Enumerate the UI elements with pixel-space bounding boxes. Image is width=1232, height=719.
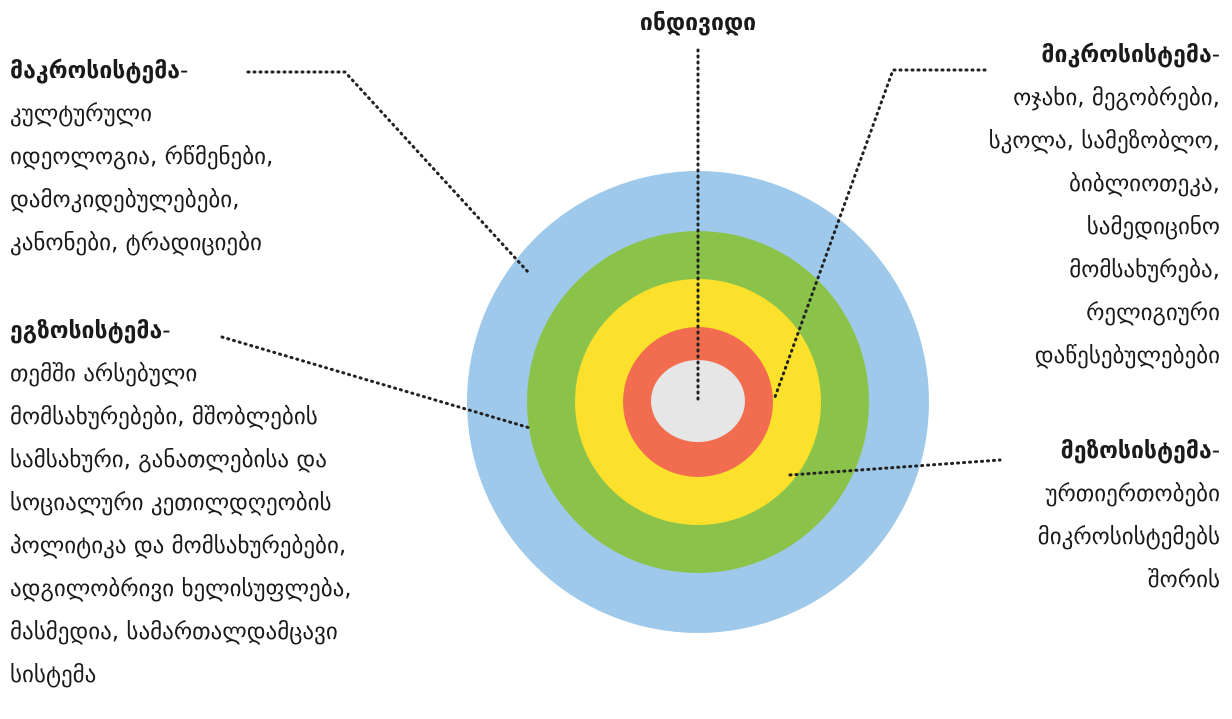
system-name: მაკროსისტემა <box>10 58 180 84</box>
system-description: სისტემა <box>10 662 96 688</box>
separator: - <box>1212 438 1220 464</box>
connector <box>788 458 1002 477</box>
system-description: ურთიერთობები <box>1045 481 1220 507</box>
system-description: იდეოლოგია, რწმენები, <box>10 144 273 170</box>
system-description: სოციალური კეთილდღეობის <box>10 490 332 516</box>
system-description: რელიგიური <box>1086 300 1220 326</box>
system-description: მომსახურებები, მშობლების <box>10 404 318 430</box>
system-name: მიკროსისტემა <box>1041 42 1211 68</box>
separator: - <box>1212 42 1220 68</box>
connector <box>773 68 987 399</box>
system-description: მასმედია, სამართალდამცავი <box>10 619 338 645</box>
system-description: ოჯახი, მეგობრები, <box>1013 85 1220 111</box>
system-heading: მეზოსისტემა- <box>1061 438 1220 464</box>
system-description: ადგილობრივი ხელისუფლება, <box>10 576 352 602</box>
title: ინდივიდი <box>640 10 756 36</box>
system-heading: მიკროსისტემა- <box>1041 42 1220 68</box>
system-description: შორის <box>1148 567 1220 593</box>
individual-core <box>651 360 745 442</box>
system-description: მომსახურება, <box>1069 257 1220 283</box>
system-description: სამსახური, განათლებისა და <box>10 447 327 473</box>
separator: - <box>180 58 188 84</box>
system-description: დამოკიდებულებები, <box>10 187 240 213</box>
system-description: მიკროსისტემებს <box>1038 524 1220 550</box>
system-heading: ეგზოსისტემა- <box>10 318 171 344</box>
system-description: სკოლა, სამეზობლო, <box>989 128 1220 154</box>
system-description: პოლიტიკა და მომსახურებები, <box>10 533 346 559</box>
system-description: ბიბლიოთეკა, <box>1069 171 1220 197</box>
system-heading: მაკროსისტემა- <box>10 58 188 84</box>
system-description: თემში არსებული <box>10 361 197 387</box>
connector <box>220 335 532 430</box>
system-description: დაწესებულებები <box>1035 343 1220 369</box>
system-description: კანონები, ტრადიციები <box>10 230 262 256</box>
system-description: კულტურული <box>10 101 152 127</box>
connector <box>246 70 530 274</box>
system-description: სამედიცინო <box>1087 214 1220 240</box>
system-name: ეგზოსისტემა <box>10 318 162 344</box>
system-name: მეზოსისტემა <box>1061 438 1212 464</box>
separator: - <box>162 318 170 344</box>
